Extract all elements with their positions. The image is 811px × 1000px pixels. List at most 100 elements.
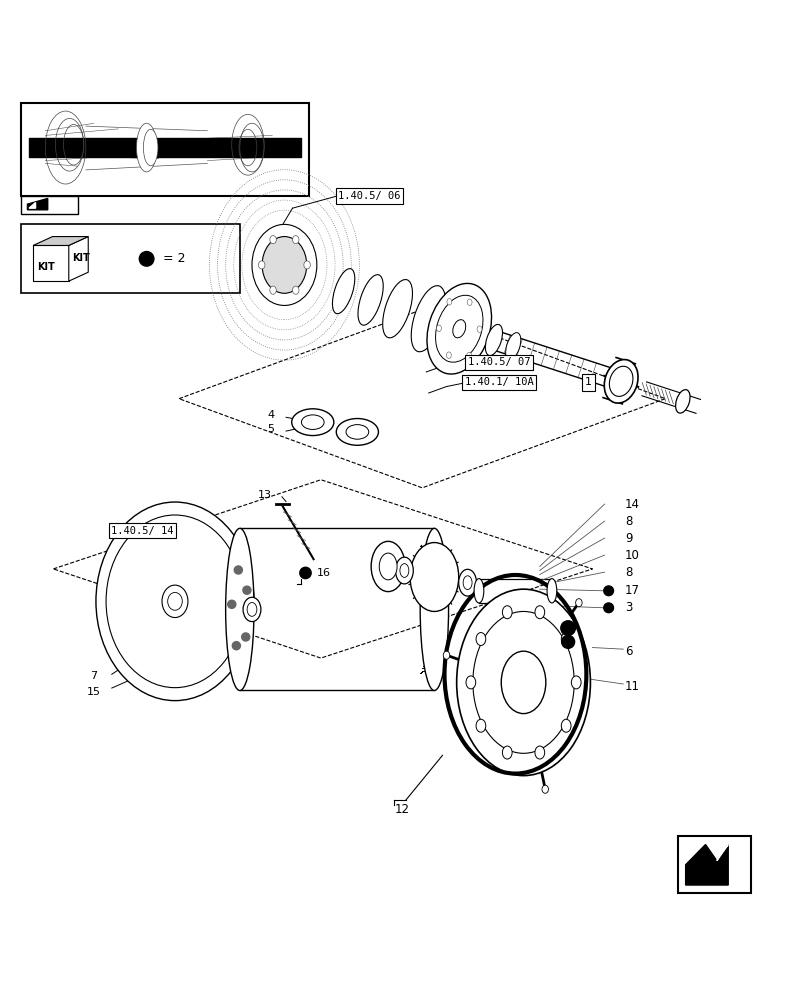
Ellipse shape bbox=[427, 283, 491, 374]
Ellipse shape bbox=[382, 280, 412, 338]
Ellipse shape bbox=[436, 325, 441, 332]
Polygon shape bbox=[716, 845, 727, 861]
Bar bbox=[21, 103, 308, 196]
Text: 16: 16 bbox=[316, 568, 330, 578]
Ellipse shape bbox=[466, 352, 471, 359]
Ellipse shape bbox=[395, 557, 413, 584]
Ellipse shape bbox=[410, 543, 458, 611]
Circle shape bbox=[232, 642, 240, 650]
Ellipse shape bbox=[410, 286, 445, 352]
Text: 1.40.5/ 06: 1.40.5/ 06 bbox=[338, 191, 401, 201]
Text: 1.40.5/ 14: 1.40.5/ 14 bbox=[111, 526, 174, 536]
Ellipse shape bbox=[443, 651, 449, 659]
Ellipse shape bbox=[547, 579, 556, 603]
Text: 7: 7 bbox=[90, 671, 97, 681]
Circle shape bbox=[603, 586, 613, 596]
Circle shape bbox=[139, 252, 154, 266]
Ellipse shape bbox=[474, 579, 483, 603]
Text: 15: 15 bbox=[87, 687, 101, 697]
Ellipse shape bbox=[262, 237, 307, 293]
Text: 3: 3 bbox=[624, 601, 632, 614]
Ellipse shape bbox=[358, 275, 383, 325]
Polygon shape bbox=[69, 237, 88, 281]
Ellipse shape bbox=[500, 651, 545, 714]
Circle shape bbox=[603, 603, 613, 613]
Ellipse shape bbox=[502, 606, 512, 619]
Ellipse shape bbox=[560, 719, 570, 732]
Ellipse shape bbox=[371, 541, 405, 592]
Ellipse shape bbox=[168, 592, 182, 610]
Circle shape bbox=[299, 567, 311, 579]
Text: 1.40.1/ 10A: 1.40.1/ 10A bbox=[464, 377, 533, 387]
Ellipse shape bbox=[477, 326, 482, 332]
Ellipse shape bbox=[258, 261, 264, 269]
Ellipse shape bbox=[608, 366, 632, 396]
Bar bbox=[21, 224, 239, 293]
Text: 8: 8 bbox=[624, 515, 632, 528]
Ellipse shape bbox=[336, 419, 378, 445]
Text: 4: 4 bbox=[267, 410, 274, 420]
Polygon shape bbox=[28, 198, 48, 210]
Ellipse shape bbox=[571, 676, 581, 689]
Circle shape bbox=[242, 586, 251, 594]
Ellipse shape bbox=[603, 360, 637, 403]
Ellipse shape bbox=[291, 409, 333, 436]
Ellipse shape bbox=[446, 299, 451, 305]
Ellipse shape bbox=[534, 606, 544, 619]
Ellipse shape bbox=[560, 633, 570, 646]
Ellipse shape bbox=[419, 528, 448, 690]
Text: 10: 10 bbox=[624, 549, 639, 562]
Bar bbox=[33, 245, 69, 281]
Ellipse shape bbox=[400, 564, 408, 577]
Text: 13: 13 bbox=[258, 490, 272, 500]
Circle shape bbox=[242, 633, 250, 641]
Ellipse shape bbox=[575, 599, 581, 607]
Ellipse shape bbox=[466, 676, 475, 689]
Text: 12: 12 bbox=[394, 803, 409, 816]
Polygon shape bbox=[29, 203, 36, 208]
Text: 1: 1 bbox=[584, 377, 591, 387]
Ellipse shape bbox=[269, 236, 276, 244]
Polygon shape bbox=[684, 845, 727, 885]
Text: 5: 5 bbox=[267, 424, 274, 434]
Ellipse shape bbox=[345, 425, 368, 439]
Ellipse shape bbox=[453, 320, 466, 338]
Ellipse shape bbox=[269, 286, 276, 294]
Ellipse shape bbox=[136, 123, 157, 172]
Ellipse shape bbox=[462, 576, 471, 590]
Ellipse shape bbox=[247, 603, 256, 616]
Text: 1.40.5/ 07: 1.40.5/ 07 bbox=[467, 357, 530, 367]
Ellipse shape bbox=[502, 746, 512, 759]
Bar bbox=[676, 836, 749, 893]
Text: 11: 11 bbox=[624, 680, 639, 693]
Ellipse shape bbox=[541, 785, 547, 793]
Circle shape bbox=[560, 621, 575, 635]
Ellipse shape bbox=[106, 515, 243, 688]
Ellipse shape bbox=[435, 295, 483, 362]
Ellipse shape bbox=[144, 129, 158, 166]
Text: 17: 17 bbox=[624, 584, 639, 597]
Ellipse shape bbox=[675, 390, 689, 413]
Ellipse shape bbox=[446, 352, 451, 358]
Circle shape bbox=[561, 635, 574, 648]
Ellipse shape bbox=[162, 585, 187, 618]
Ellipse shape bbox=[251, 224, 316, 305]
Ellipse shape bbox=[242, 597, 260, 622]
Ellipse shape bbox=[505, 333, 520, 360]
Ellipse shape bbox=[292, 236, 298, 244]
Ellipse shape bbox=[466, 299, 471, 306]
Ellipse shape bbox=[475, 719, 485, 732]
Circle shape bbox=[227, 600, 235, 608]
Text: KIT: KIT bbox=[36, 262, 54, 272]
Ellipse shape bbox=[225, 528, 254, 690]
Polygon shape bbox=[33, 237, 88, 245]
Ellipse shape bbox=[485, 324, 502, 356]
Text: KIT: KIT bbox=[72, 253, 90, 263]
Ellipse shape bbox=[379, 553, 397, 580]
Text: 14: 14 bbox=[624, 498, 639, 511]
Ellipse shape bbox=[534, 746, 544, 759]
Text: = 2: = 2 bbox=[163, 252, 185, 265]
Bar bbox=[21, 196, 78, 214]
Text: 8: 8 bbox=[624, 566, 632, 579]
Ellipse shape bbox=[303, 261, 310, 269]
